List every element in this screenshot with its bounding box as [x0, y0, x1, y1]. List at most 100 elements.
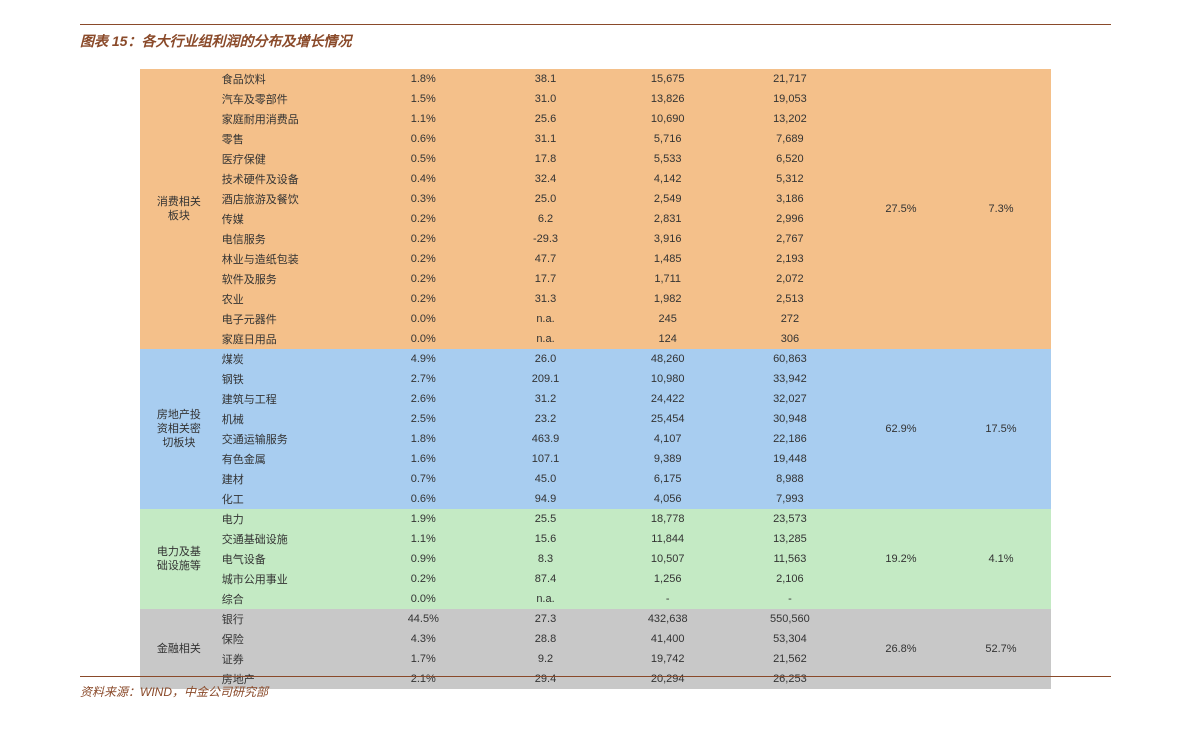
- industry-name: 建筑与工程: [218, 389, 362, 409]
- value-cell: 2.7%: [362, 369, 484, 389]
- value-cell: 17.7: [484, 269, 606, 289]
- value-cell: 10,507: [607, 549, 729, 569]
- value-cell: 0.2%: [362, 569, 484, 589]
- industry-name: 有色金属: [218, 449, 362, 469]
- value-cell: 15.6: [484, 529, 606, 549]
- value-cell: 53,304: [729, 629, 851, 649]
- value-cell: 4,056: [607, 489, 729, 509]
- value-cell: 31.3: [484, 289, 606, 309]
- value-cell: 25.5: [484, 509, 606, 529]
- industry-name: 农业: [218, 289, 362, 309]
- value-cell: 31.1: [484, 129, 606, 149]
- industry-name: 化工: [218, 489, 362, 509]
- value-cell: 13,202: [729, 109, 851, 129]
- value-cell: 1,256: [607, 569, 729, 589]
- value-cell: 44.5%: [362, 609, 484, 629]
- value-cell: 0.0%: [362, 309, 484, 329]
- value-cell: 23,573: [729, 509, 851, 529]
- value-cell: 2,767: [729, 229, 851, 249]
- value-cell: 0.3%: [362, 189, 484, 209]
- industry-name: 电气设备: [218, 549, 362, 569]
- value-cell: 4,142: [607, 169, 729, 189]
- value-cell: 432,638: [607, 609, 729, 629]
- value-cell: 60,863: [729, 349, 851, 369]
- value-cell: 11,563: [729, 549, 851, 569]
- value-cell: n.a.: [484, 589, 606, 609]
- value-cell: 2,513: [729, 289, 851, 309]
- value-cell: 15,675: [607, 69, 729, 89]
- value-cell: 245: [607, 309, 729, 329]
- value-cell: 7,993: [729, 489, 851, 509]
- value-cell: 0.9%: [362, 549, 484, 569]
- value-cell: 13,826: [607, 89, 729, 109]
- value-cell: 4,107: [607, 429, 729, 449]
- value-cell: 306: [729, 329, 851, 349]
- value-cell: 0.2%: [362, 289, 484, 309]
- value-cell: 124: [607, 329, 729, 349]
- category-cell: 消费相关板块: [140, 69, 218, 349]
- industry-name: 银行: [218, 609, 362, 629]
- aggregate-2: 17.5%: [951, 349, 1051, 509]
- value-cell: 5,716: [607, 129, 729, 149]
- industry-name: 交通运输服务: [218, 429, 362, 449]
- value-cell: 0.0%: [362, 589, 484, 609]
- value-cell: 0.5%: [362, 149, 484, 169]
- value-cell: 0.6%: [362, 489, 484, 509]
- table-row: 消费相关板块食品饮料1.8%38.115,67521,71727.5%7.3%: [140, 69, 1051, 89]
- table-container: 消费相关板块食品饮料1.8%38.115,67521,71727.5%7.3%汽…: [140, 69, 1051, 689]
- value-cell: 0.6%: [362, 129, 484, 149]
- value-cell: 2.5%: [362, 409, 484, 429]
- value-cell: 0.4%: [362, 169, 484, 189]
- value-cell: 463.9: [484, 429, 606, 449]
- title-bar: 图表 15：各大行业组利润的分布及增长情况: [80, 24, 1111, 55]
- value-cell: 1.1%: [362, 109, 484, 129]
- value-cell: -: [729, 589, 851, 609]
- value-cell: 1.8%: [362, 69, 484, 89]
- value-cell: 2,831: [607, 209, 729, 229]
- value-cell: 107.1: [484, 449, 606, 469]
- industry-name: 传媒: [218, 209, 362, 229]
- value-cell: 9,389: [607, 449, 729, 469]
- industry-name: 建材: [218, 469, 362, 489]
- value-cell: 19,053: [729, 89, 851, 109]
- industry-name: 煤炭: [218, 349, 362, 369]
- value-cell: 550,560: [729, 609, 851, 629]
- industry-name: 钢铁: [218, 369, 362, 389]
- table-row: 房地产投资相关密切板块煤炭4.9%26.048,26060,86362.9%17…: [140, 349, 1051, 369]
- value-cell: 4.3%: [362, 629, 484, 649]
- industry-name: 电力: [218, 509, 362, 529]
- value-cell: 0.2%: [362, 249, 484, 269]
- value-cell: 31.0: [484, 89, 606, 109]
- value-cell: 5,533: [607, 149, 729, 169]
- value-cell: 1.1%: [362, 529, 484, 549]
- value-cell: 2,996: [729, 209, 851, 229]
- value-cell: n.a.: [484, 309, 606, 329]
- industry-name: 零售: [218, 129, 362, 149]
- value-cell: 0.0%: [362, 329, 484, 349]
- value-cell: 48,260: [607, 349, 729, 369]
- industry-name: 综合: [218, 589, 362, 609]
- footer: 资料来源：WIND，中金公司研究部: [80, 676, 1111, 700]
- aggregate-1: 62.9%: [851, 349, 951, 509]
- value-cell: 0.7%: [362, 469, 484, 489]
- value-cell: 32.4: [484, 169, 606, 189]
- value-cell: 21,717: [729, 69, 851, 89]
- value-cell: 272: [729, 309, 851, 329]
- value-cell: 28.8: [484, 629, 606, 649]
- value-cell: 2,193: [729, 249, 851, 269]
- value-cell: 22,186: [729, 429, 851, 449]
- value-cell: 33,942: [729, 369, 851, 389]
- value-cell: 30,948: [729, 409, 851, 429]
- industry-name: 技术硬件及设备: [218, 169, 362, 189]
- value-cell: 8.3: [484, 549, 606, 569]
- industry-name: 证券: [218, 649, 362, 669]
- value-cell: 1.9%: [362, 509, 484, 529]
- industry-name: 软件及服务: [218, 269, 362, 289]
- value-cell: 6.2: [484, 209, 606, 229]
- value-cell: 25,454: [607, 409, 729, 429]
- industry-name: 酒店旅游及餐饮: [218, 189, 362, 209]
- value-cell: 38.1: [484, 69, 606, 89]
- value-cell: 0.2%: [362, 209, 484, 229]
- value-cell: -: [607, 589, 729, 609]
- industry-name: 电子元器件: [218, 309, 362, 329]
